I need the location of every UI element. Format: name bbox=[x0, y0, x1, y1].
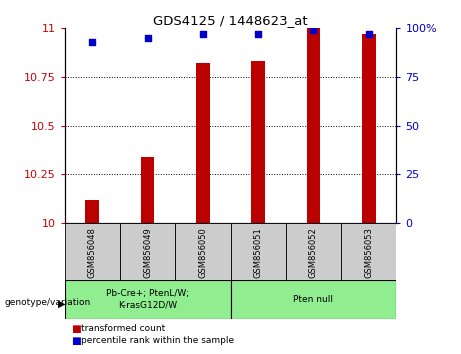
Text: GSM856050: GSM856050 bbox=[198, 228, 207, 278]
Point bbox=[254, 31, 262, 37]
Bar bbox=[230, 223, 286, 280]
Bar bbox=[196, 63, 210, 223]
Text: GSM856053: GSM856053 bbox=[364, 228, 373, 279]
Point bbox=[365, 31, 372, 37]
Bar bbox=[65, 223, 120, 280]
Text: ■: ■ bbox=[71, 336, 81, 346]
Bar bbox=[175, 223, 230, 280]
Bar bbox=[65, 280, 230, 319]
Text: genotype/variation: genotype/variation bbox=[5, 298, 91, 307]
Point bbox=[144, 35, 151, 41]
Bar bbox=[307, 28, 320, 223]
Bar bbox=[341, 223, 396, 280]
Point bbox=[199, 31, 207, 37]
Text: ■: ■ bbox=[71, 324, 81, 333]
Text: GSM856052: GSM856052 bbox=[309, 228, 318, 278]
Text: transformed count: transformed count bbox=[81, 324, 165, 333]
Text: percentile rank within the sample: percentile rank within the sample bbox=[81, 336, 234, 345]
Bar bbox=[120, 223, 175, 280]
Text: GSM856048: GSM856048 bbox=[88, 228, 97, 279]
Text: GSM856049: GSM856049 bbox=[143, 228, 152, 278]
Point bbox=[89, 39, 96, 45]
Bar bbox=[141, 157, 154, 223]
Text: ▶: ▶ bbox=[58, 298, 65, 308]
Bar bbox=[230, 280, 396, 319]
Bar bbox=[251, 62, 265, 223]
Point bbox=[310, 28, 317, 33]
Title: GDS4125 / 1448623_at: GDS4125 / 1448623_at bbox=[153, 14, 308, 27]
Bar bbox=[362, 34, 376, 223]
Text: Pten null: Pten null bbox=[294, 295, 333, 304]
Text: GSM856051: GSM856051 bbox=[254, 228, 263, 278]
Text: Pb-Cre+; PtenL/W;
K-rasG12D/W: Pb-Cre+; PtenL/W; K-rasG12D/W bbox=[106, 289, 189, 309]
Bar bbox=[85, 200, 99, 223]
Bar bbox=[286, 223, 341, 280]
